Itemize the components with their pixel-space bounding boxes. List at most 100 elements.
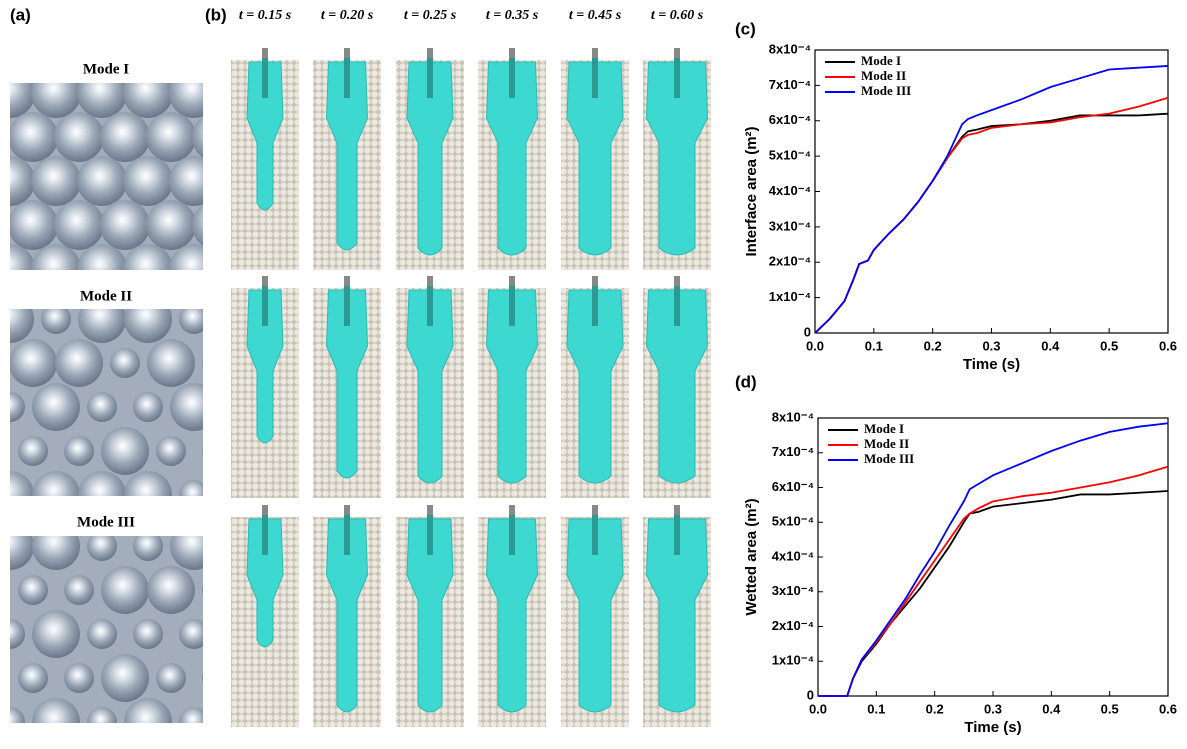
nozzle-cap xyxy=(427,48,433,58)
liquid xyxy=(325,518,369,713)
nozzle-cap xyxy=(427,505,433,515)
liquid xyxy=(246,61,284,211)
time-label: t = 0.60 s xyxy=(651,8,704,23)
x-tick-label: 0.4 xyxy=(1041,338,1060,353)
sphere xyxy=(31,244,81,270)
legend-label: Mode II xyxy=(861,68,906,83)
panel-label: (d) xyxy=(735,372,757,391)
x-tick-label: 0.0 xyxy=(809,701,827,716)
y-tick-label: 4x10⁻⁴ xyxy=(769,183,811,198)
sphere xyxy=(101,427,149,475)
sphere xyxy=(110,348,140,378)
x-axis-label: Time (s) xyxy=(964,719,1021,736)
nozzle-cap xyxy=(427,276,433,286)
liquid xyxy=(645,518,709,713)
sphere xyxy=(100,200,150,250)
sphere xyxy=(179,619,203,649)
sphere xyxy=(179,707,203,723)
packing-image xyxy=(10,309,203,496)
time-label: t = 0.20 s xyxy=(321,8,374,23)
mode-title: Mode I xyxy=(83,61,129,77)
legend-label: Mode III xyxy=(861,83,911,98)
sphere xyxy=(100,112,150,162)
sphere xyxy=(147,339,195,387)
nozzle-cap xyxy=(262,276,268,286)
sphere xyxy=(54,112,104,162)
nozzle-cap xyxy=(344,48,350,58)
series-line xyxy=(818,465,1169,697)
sphere xyxy=(156,663,186,693)
sphere xyxy=(202,445,203,457)
sphere xyxy=(169,83,203,118)
nozzle xyxy=(427,276,433,326)
sphere xyxy=(64,436,94,466)
legend-label: Mode II xyxy=(864,436,909,451)
x-tick-label: 0.4 xyxy=(1042,701,1061,716)
sphere xyxy=(10,83,35,118)
y-tick-label: 5x10⁻⁴ xyxy=(772,514,814,529)
liquid xyxy=(406,518,454,713)
legend-label: Mode I xyxy=(861,53,901,68)
sphere xyxy=(179,309,203,334)
nozzle xyxy=(262,505,268,555)
sphere xyxy=(146,112,196,162)
sphere xyxy=(78,309,126,343)
nozzle xyxy=(427,505,433,555)
packing-image xyxy=(10,83,203,270)
sphere xyxy=(77,156,127,206)
sphere xyxy=(10,707,25,723)
series-line xyxy=(814,96,1169,334)
series-line xyxy=(818,490,1169,697)
series-line xyxy=(814,112,1169,334)
panel-label: (a) xyxy=(10,5,31,24)
y-axis-label: Interface area (m²) xyxy=(743,126,760,256)
sphere xyxy=(87,536,117,561)
x-axis-label: Time (s) xyxy=(963,356,1020,373)
panel-label: (b) xyxy=(205,5,227,24)
x-tick-label: 0.1 xyxy=(865,338,883,353)
sphere xyxy=(10,156,35,206)
y-tick-label: 0 xyxy=(804,324,811,339)
sphere xyxy=(77,244,127,270)
nozzle xyxy=(344,505,350,555)
sphere xyxy=(18,436,48,466)
y-tick-label: 3x10⁻⁴ xyxy=(769,218,811,233)
mode-title: Mode III xyxy=(77,514,135,530)
nozzle xyxy=(262,48,268,98)
sphere xyxy=(10,200,58,250)
nozzle xyxy=(344,276,350,326)
sphere xyxy=(192,116,203,158)
x-tick-label: 0.5 xyxy=(1100,338,1118,353)
nozzle xyxy=(674,276,680,326)
nozzle xyxy=(592,276,598,326)
nozzle-cap xyxy=(344,276,350,286)
time-label: t = 0.35 s xyxy=(486,8,539,23)
sphere xyxy=(10,619,25,649)
series-line xyxy=(814,65,1169,334)
sphere xyxy=(146,200,196,250)
sphere xyxy=(170,383,203,431)
y-tick-label: 5x10⁻⁴ xyxy=(769,148,811,163)
legend-label: Mode I xyxy=(864,421,904,436)
sphere xyxy=(169,156,203,206)
nozzle xyxy=(674,505,680,555)
sphere xyxy=(169,244,203,270)
nozzle xyxy=(509,505,515,555)
sphere xyxy=(101,654,149,702)
nozzle-cap xyxy=(592,276,598,286)
x-tick-label: 0.1 xyxy=(867,701,885,716)
sphere xyxy=(32,536,80,570)
x-tick-label: 0.2 xyxy=(926,701,944,716)
sphere xyxy=(64,575,94,605)
sphere xyxy=(31,156,81,206)
liquid xyxy=(325,289,369,479)
liquid xyxy=(485,61,539,256)
liquid xyxy=(325,61,369,251)
y-tick-label: 2x10⁻⁴ xyxy=(769,254,811,269)
sphere xyxy=(10,339,57,387)
sphere xyxy=(87,392,117,422)
y-tick-label: 4x10⁻⁴ xyxy=(772,548,814,563)
sphere xyxy=(124,309,172,343)
nozzle-cap xyxy=(674,276,680,286)
sphere xyxy=(170,536,203,570)
